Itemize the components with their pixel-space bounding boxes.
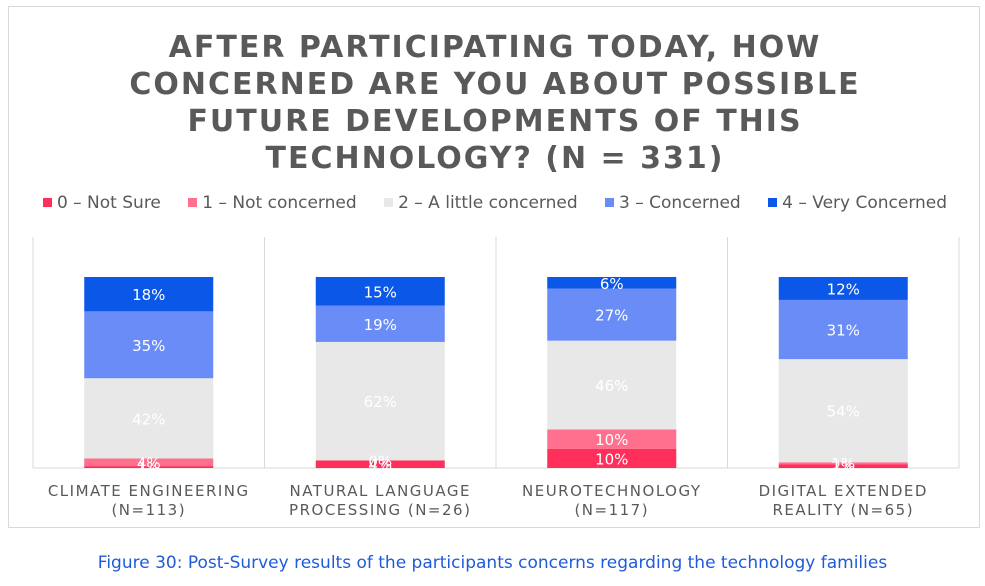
legend-item-concerned: 3 – Concerned xyxy=(605,193,741,213)
data-label: 15% xyxy=(364,283,397,301)
category-label: NEUROTECHNOLOGY xyxy=(522,482,702,500)
category-label: DIGITAL EXTENDED xyxy=(759,482,928,500)
data-label: 4% xyxy=(137,454,161,472)
data-label: 4% xyxy=(368,456,392,474)
data-label: 1% xyxy=(137,459,161,477)
data-label: 62% xyxy=(364,393,397,411)
legend-swatch xyxy=(768,198,778,207)
chart-title: AFTER PARTICIPATING TODAY, HOW CONCERNED… xyxy=(9,29,981,177)
data-label: 46% xyxy=(595,377,628,395)
bar-segment xyxy=(778,464,908,468)
legend-swatch xyxy=(384,198,394,207)
data-label: 27% xyxy=(595,307,628,325)
bar-segment xyxy=(84,458,214,467)
category-label: CLIMATE ENGINEERING xyxy=(48,482,250,500)
bar-segment xyxy=(84,277,214,312)
bar-segment xyxy=(778,359,908,463)
legend-label: 1 – Not concerned xyxy=(202,193,357,213)
legend-item-not-sure: 0 – Not Sure xyxy=(42,193,161,213)
data-label: 0% xyxy=(368,452,392,470)
bar-segment xyxy=(315,277,445,306)
chart-legend: 0 – Not Sure 1 – Not concerned 2 – A lit… xyxy=(9,193,981,213)
data-label: 35% xyxy=(132,337,165,355)
category-label: (N=117) xyxy=(574,501,649,519)
legend-item-very-concerned: 4 – Very Concerned xyxy=(768,193,947,213)
legend-label: 2 – A little concerned xyxy=(398,193,578,213)
bar-segment xyxy=(84,466,214,468)
data-label: 6% xyxy=(600,275,624,293)
data-label: 19% xyxy=(364,316,397,334)
bar-segment xyxy=(547,448,677,468)
bar-segment xyxy=(547,277,677,289)
legend-item-a-little-concerned: 2 – A little concerned xyxy=(384,193,578,213)
category-label: (N=113) xyxy=(111,501,186,519)
chart-frame: AFTER PARTICIPATING TODAY, HOW CONCERNED… xyxy=(8,6,980,528)
legend-swatch xyxy=(605,198,615,207)
category-label: REALITY (N=65) xyxy=(772,501,914,519)
category-label: NATURAL LANGUAGE xyxy=(289,482,471,500)
bar-segment xyxy=(315,305,445,342)
chart-title-line: AFTER PARTICIPATING TODAY, HOW xyxy=(168,30,822,65)
legend-swatch xyxy=(42,198,52,207)
data-label: 10% xyxy=(595,450,628,468)
chart-title-line: TECHNOLOGY? (N = 331) xyxy=(265,141,725,176)
stacked-bar-plot: 1%4%42%35%18%CLIMATE ENGINEERING(N=113)4… xyxy=(32,237,960,519)
bar-segment xyxy=(84,311,214,379)
legend-label: 3 – Concerned xyxy=(619,193,741,213)
data-label: 1% xyxy=(831,455,855,473)
figure-caption: Figure 30: Post-Survey results of the pa… xyxy=(97,553,888,573)
chart-title-line: FUTURE DEVELOPMENTS OF THIS xyxy=(187,104,803,139)
bar-segment xyxy=(547,288,677,341)
bar-segment xyxy=(315,341,445,461)
data-label: 42% xyxy=(132,410,165,428)
bar-segment xyxy=(778,462,908,465)
bar-segment xyxy=(315,460,445,468)
data-label: 10% xyxy=(595,431,628,449)
data-label: 31% xyxy=(827,322,860,340)
chart-title-line: CONCERNED ARE YOU ABOUT POSSIBLE xyxy=(129,67,861,102)
bar-segment xyxy=(547,340,677,430)
bar-segment xyxy=(778,277,908,300)
bar-segment xyxy=(778,299,908,360)
data-label: 2% xyxy=(831,458,855,476)
data-label: 12% xyxy=(827,280,860,298)
data-label: 54% xyxy=(827,403,860,421)
bar-segment xyxy=(84,378,214,459)
legend-item-not-concerned: 1 – Not concerned xyxy=(188,193,357,213)
legend-label: 0 – Not Sure xyxy=(56,193,161,213)
legend-label: 4 – Very Concerned xyxy=(782,193,948,213)
legend-swatch xyxy=(188,198,198,207)
category-label: PROCESSING (N=26) xyxy=(289,501,471,519)
bar-segment xyxy=(547,429,677,449)
data-label: 18% xyxy=(132,286,165,304)
